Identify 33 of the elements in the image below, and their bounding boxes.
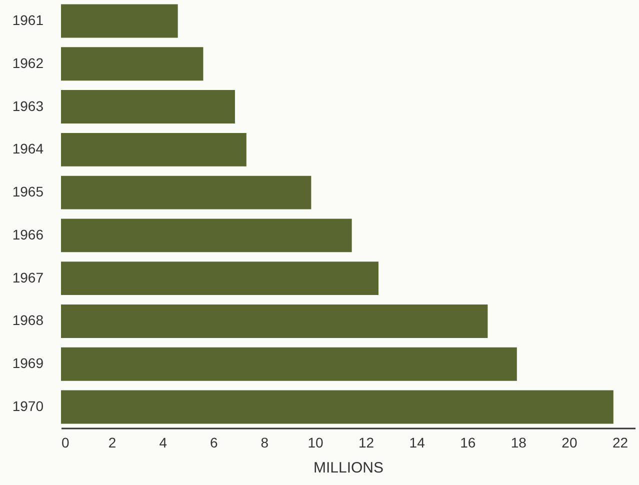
bar [61, 347, 517, 381]
bar [61, 262, 378, 296]
x-tick-label: 20 [562, 434, 578, 450]
y-tick-label: 1962 [12, 54, 44, 71]
bar [61, 390, 614, 424]
x-tick-label: 22 [612, 434, 628, 450]
x-tick-label: 12 [358, 434, 374, 450]
y-tick-label: 1965 [12, 184, 44, 200]
x-tick-label: 14 [409, 434, 426, 450]
y-tick-label: 1963 [12, 98, 44, 114]
y-tick-label: 1969 [12, 355, 44, 372]
x-axis-title: MILLIONS [313, 460, 384, 476]
bar [61, 4, 178, 38]
bar [61, 304, 488, 338]
bar [61, 90, 235, 124]
x-tick-label: 18 [510, 434, 527, 450]
x-tick-label: 4 [159, 434, 168, 450]
y-tick-label: 1966 [12, 226, 44, 242]
bar [61, 176, 312, 210]
y-tick-label: 1968 [12, 312, 44, 328]
x-tick-label: 6 [210, 434, 218, 450]
y-tick-label: 1961 [12, 12, 44, 28]
y-tick-label: 1967 [12, 269, 44, 286]
x-tick-label: 10 [308, 434, 324, 450]
bar [61, 47, 204, 81]
bar [61, 132, 246, 166]
x-tick-label: 8 [260, 434, 269, 450]
y-tick-label: 1964 [12, 140, 44, 157]
x-tick-label: 2 [108, 434, 116, 450]
y-tick-label: 1970 [12, 398, 44, 414]
bar [61, 218, 352, 252]
x-tick-label: 0 [62, 434, 70, 450]
x-tick-label: 16 [460, 434, 476, 450]
